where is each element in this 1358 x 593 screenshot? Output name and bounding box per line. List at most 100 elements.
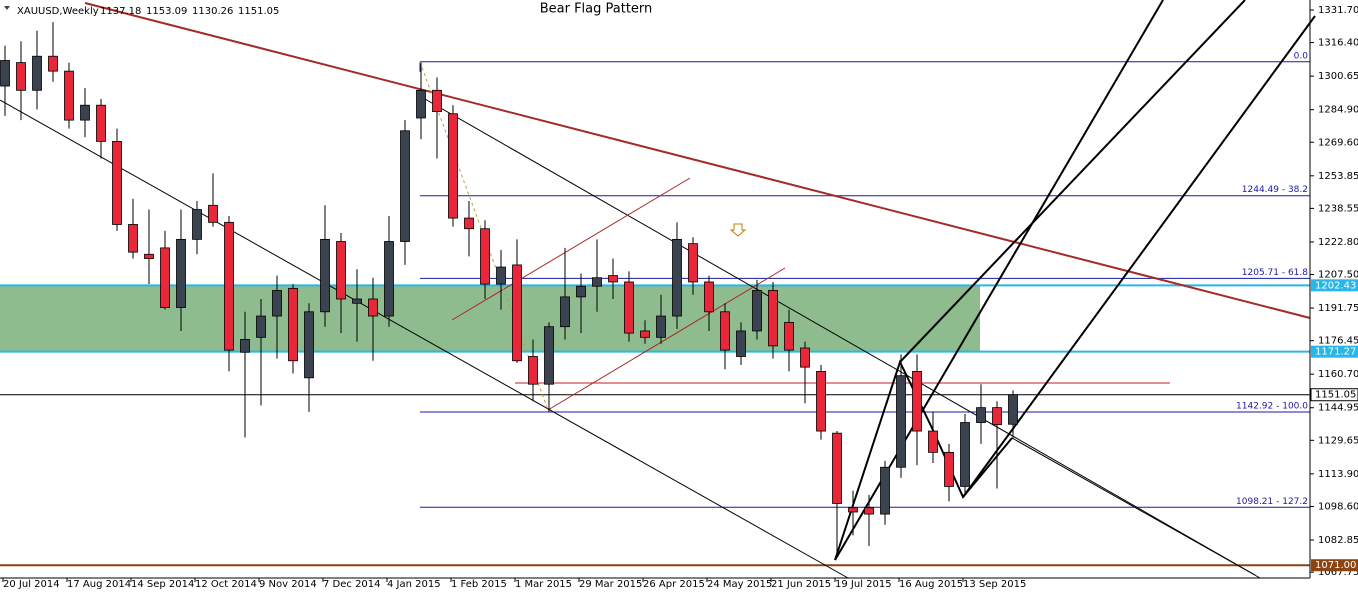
candle-body [512,264,522,362]
candle-body [272,290,282,317]
flag-line [547,267,786,411]
x-tick-label: 4 Jan 2015 [387,579,441,590]
y-tick-label: 1253.85 [1318,171,1358,182]
candle-body [160,247,170,308]
pitchfork [899,0,1246,363]
y-tick-label: 1222.80 [1318,237,1358,248]
x-tick-label: 9 Nov 2014 [259,579,317,590]
candle-body [240,339,250,353]
candle-body [576,285,586,298]
candle-body [912,371,922,432]
arrow-icon [729,223,747,237]
y-tick-label: 1067.75 [1318,567,1358,578]
candle-body [832,432,842,504]
y-tick-label: 1129.65 [1318,435,1358,446]
candle-body [320,238,330,313]
candle-body [192,209,202,240]
y-tick-label: 1316.40 [1318,38,1358,49]
candle-body [416,89,426,119]
candle-body [704,281,714,313]
x-tick-label: 24 May 2015 [707,579,772,590]
candle-body [800,347,810,368]
candle-body [256,315,266,338]
level-label: 1171.27 [1315,347,1356,358]
header-value: 1137.18 [100,6,141,17]
candle-body [768,290,778,347]
candle-body [960,422,970,487]
candle-body [224,221,234,351]
candle-body [16,62,26,91]
candle-body [896,375,906,468]
y-tick-label: 1284.90 [1318,105,1358,116]
pitchfork [834,0,1164,561]
drawings [0,0,1316,579]
header-value: 1153.09 [146,6,187,17]
candle-body [384,241,394,317]
x-tick-label: 19 Jul 2015 [835,579,892,590]
candle-body [528,356,538,385]
symbol: XAUUSD,Weekly [17,6,99,17]
candle-body [736,330,746,357]
level-tag [1311,345,1358,358]
candles [0,22,1018,553]
candle-body [560,296,570,328]
fib-label: 1244.49 - 38.2 [1242,185,1308,195]
y-tick-label: 1238.55 [1318,203,1358,214]
x-tick-label: 29 Mar 2015 [579,579,642,590]
candle-body [544,326,554,385]
candle-body [608,275,618,283]
candle-body [32,55,42,91]
header-value: 1151.05 [238,6,279,17]
header-value: 1130.26 [192,6,233,17]
x-tick-label: 21 Jun 2015 [771,579,831,590]
candle-body [64,70,74,121]
candle-body [1008,394,1018,425]
over-layer: 0.0 1244.49 - 38.2 1205.71 - 61.8 1142.92 -… [1236,51,1308,507]
candle-body [656,315,666,338]
x-tick-label: 1 Feb 2015 [451,579,507,590]
candle-body [400,130,410,242]
candle-body [304,311,314,379]
x-tick-label: 13 Sep 2015 [963,579,1026,590]
fib-label: 1098.21 - 127.2 [1236,497,1308,507]
candle-body [688,243,698,283]
trendline [0,99,849,579]
candle-body [176,238,186,308]
candle-body [96,104,106,142]
fib-diagonal [419,61,549,411]
candle-body [288,287,298,362]
x-tick-label: 7 Dec 2014 [323,579,381,590]
pitchfork-handle [834,359,1013,561]
trendline [84,2,1311,319]
candle-body [752,290,762,332]
candle-body [112,141,122,225]
y-tick-label: 1331.70 [1318,5,1358,16]
fib-label: 1205.71 - 61.8 [1242,268,1308,278]
fib-label: 0.0 [1294,51,1309,61]
x-tick-label: 16 Aug 2015 [899,579,963,590]
trendline [417,94,1256,576]
level-label: 1071.00 [1315,560,1356,571]
y-tick-label: 1269.60 [1318,137,1358,148]
menu-icon [4,6,10,10]
candle-body [352,298,362,304]
candle-body [672,238,682,317]
candle-body [880,466,890,515]
candle-body [592,277,602,287]
y-tick-label: 1113.90 [1318,469,1358,480]
candle-body [80,104,90,121]
pitchfork [962,15,1316,498]
candle-body [864,507,874,515]
candle-body [624,281,634,334]
zone [0,285,980,352]
candle-body [464,217,474,230]
candle-body [976,407,986,423]
candle-body [336,241,346,300]
level-tag [1310,388,1358,402]
candle-body [0,60,10,87]
candle-body [128,224,138,253]
x-tick-label: 1 Mar 2015 [515,579,572,590]
x-tick-label: 26 Apr 2015 [643,579,705,590]
level-tag [1311,279,1358,292]
